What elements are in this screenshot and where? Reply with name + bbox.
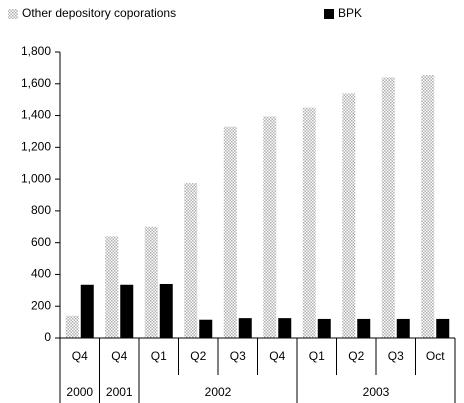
bar xyxy=(317,318,331,338)
bar xyxy=(223,126,237,338)
x-tick-label: Oct xyxy=(426,349,445,363)
y-tick-label: 1,000 xyxy=(21,171,51,185)
bar xyxy=(144,226,158,338)
legend-swatch xyxy=(8,9,18,19)
legend-label: Other depository coporations xyxy=(22,6,176,20)
bar xyxy=(302,107,316,338)
legend-label: BPK xyxy=(338,6,362,20)
y-tick-label: 0 xyxy=(44,330,51,344)
y-tick-label: 600 xyxy=(31,235,51,249)
bar xyxy=(65,315,79,338)
y-tick-label: 1,400 xyxy=(21,108,51,122)
group-label: 2002 xyxy=(205,385,232,399)
x-tick-label: Q1 xyxy=(309,349,325,363)
x-tick-label: Q2 xyxy=(190,349,206,363)
x-tick-label: Q3 xyxy=(230,349,246,363)
bar xyxy=(342,93,356,338)
bar xyxy=(278,318,292,338)
x-tick-label: Q4 xyxy=(72,349,88,363)
x-tick-label: Q1 xyxy=(151,349,167,363)
bar xyxy=(105,236,119,338)
x-tick-label: Q2 xyxy=(348,349,364,363)
group-label: 2003 xyxy=(363,385,390,399)
bar xyxy=(238,318,252,338)
y-tick-label: 800 xyxy=(31,203,51,217)
bar xyxy=(357,318,371,338)
bar xyxy=(436,318,450,338)
bar xyxy=(421,75,435,339)
y-tick-label: 200 xyxy=(31,298,51,312)
group-label: 2000 xyxy=(66,385,93,399)
bar xyxy=(396,318,410,338)
bar xyxy=(159,283,173,338)
y-tick-label: 400 xyxy=(31,267,51,281)
x-tick-label: Q3 xyxy=(388,349,404,363)
x-tick-label: Q4 xyxy=(269,349,285,363)
bar xyxy=(381,77,395,338)
y-tick-label: 1,600 xyxy=(21,76,51,90)
bar xyxy=(263,116,277,338)
x-tick-label: Q4 xyxy=(111,349,127,363)
group-label: 2001 xyxy=(106,385,133,399)
y-tick-label: 1,200 xyxy=(21,140,51,154)
bar xyxy=(120,284,134,338)
bar xyxy=(199,319,213,338)
y-tick-label: 1,800 xyxy=(21,44,51,58)
legend-swatch xyxy=(324,9,334,19)
bar xyxy=(80,284,94,338)
bar xyxy=(184,183,198,338)
